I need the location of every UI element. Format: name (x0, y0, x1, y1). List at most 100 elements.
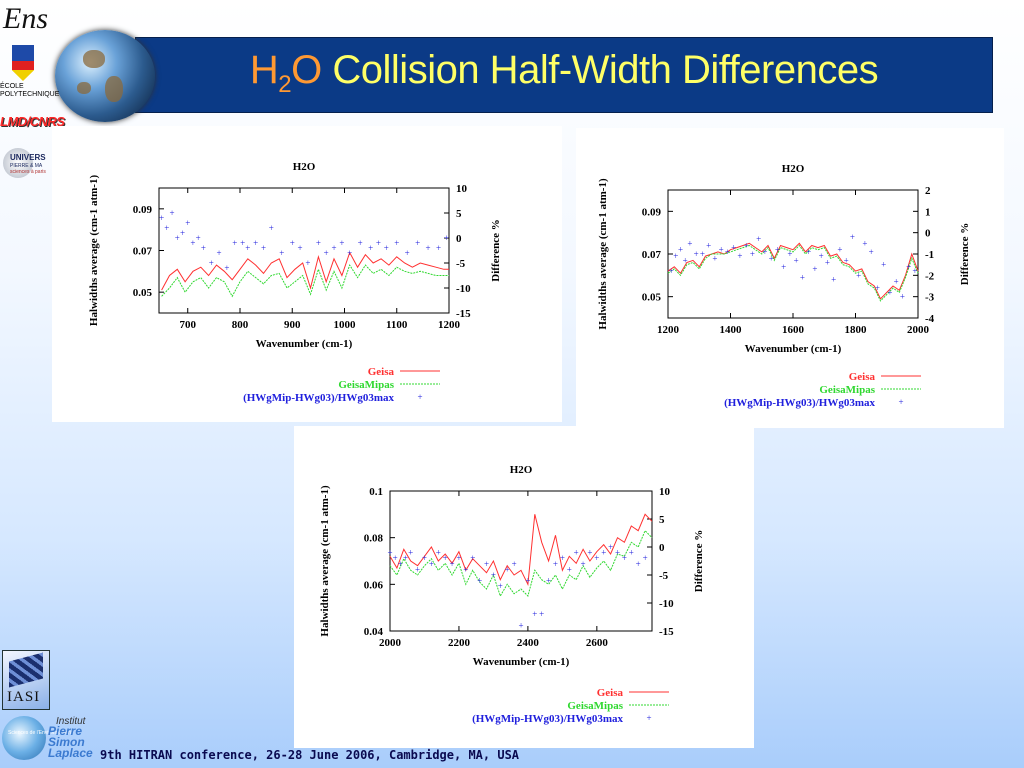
chart-2: H2O 1200 1400 1600 1800 2000 0.05 0.07 0.09 2 1 0 -1… (597, 163, 971, 409)
difference-point: + (850, 232, 855, 242)
difference-point: + (376, 238, 381, 248)
difference-point: + (731, 243, 736, 253)
difference-point: + (643, 553, 648, 563)
difference-point: + (393, 553, 398, 563)
difference-point: + (546, 576, 551, 586)
x-axis-label: Wavenumber (cm-1) (473, 656, 570, 668)
difference-point: + (906, 262, 911, 272)
x-tick-label: 1600 (782, 324, 805, 336)
polytechnique-logo: ÉCOLE POLYTECHNIQUE (0, 45, 59, 98)
legend-swatch: + (898, 397, 903, 407)
difference-point: + (669, 266, 674, 276)
difference-point: + (384, 243, 389, 253)
y-tick-label: 0.05 (642, 292, 662, 304)
difference-point: + (185, 218, 190, 228)
difference-point: + (456, 553, 461, 563)
y-tick-label: 0.07 (133, 246, 153, 258)
difference-point: + (794, 255, 799, 265)
difference-point: + (553, 559, 558, 569)
y2-axis-label: Difference % (490, 219, 502, 281)
university-logo: UNIVERS PIERRE & MA sciences à paris (0, 146, 52, 180)
ens-logo: Ens (3, 2, 48, 35)
y2-tick-label: 10 (456, 183, 468, 195)
x-tick-label: 2000 (907, 324, 930, 336)
difference-point: + (629, 548, 634, 558)
ipsl-logo: Sciences de l'Environnement Institut Pie… (2, 712, 94, 768)
lmd-cnrs-logo: LMD/CNRS (0, 114, 65, 129)
y2-axis-label: Difference % (959, 223, 971, 285)
y2-tick-label: -10 (659, 598, 674, 610)
difference-point: + (581, 559, 586, 569)
difference-point: + (594, 553, 599, 563)
x-tick-label: 1800 (845, 324, 868, 336)
difference-point: + (725, 247, 730, 257)
difference-point: + (787, 249, 792, 259)
geisamipas-series-line (667, 244, 919, 302)
chart-panel-2: H2O 1200 1400 1600 1800 2000 0.05 0.07 0.09 2 1 0 -1… (576, 128, 1004, 428)
y2-tick-label: -2 (925, 270, 935, 282)
difference-point: + (844, 255, 849, 265)
difference-point: + (894, 277, 899, 287)
y2-tick-label: 2 (925, 185, 931, 197)
difference-point: + (700, 249, 705, 259)
difference-point: + (744, 240, 749, 250)
difference-point: + (825, 258, 830, 268)
difference-point: + (862, 238, 867, 248)
difference-point: + (560, 553, 565, 563)
difference-point: + (712, 253, 717, 263)
x-tick-label: 2000 (379, 637, 402, 649)
geisamipas-series-line (389, 529, 653, 598)
difference-point: + (298, 243, 303, 253)
y-axis-label: Halwidths average (cm-1 atm-1) (88, 175, 100, 327)
x-tick-label: 1200 (657, 324, 680, 336)
legend-label: (HWgMip-HWg03)/HWg03max (472, 713, 623, 725)
x-tick-label: 700 (179, 319, 196, 331)
satellite-icon (9, 652, 43, 688)
x-tick-label: 2400 (517, 637, 540, 649)
title-text: Collision Half-Width Differences (321, 48, 879, 92)
y2-tick-label: -1 (925, 249, 934, 261)
x-tick-label: 1400 (720, 324, 743, 336)
difference-point: + (201, 243, 206, 253)
chart-title: H2O (510, 464, 533, 476)
difference-point: + (324, 248, 329, 258)
difference-point: + (615, 548, 620, 558)
legend-label: GeisaMipas (567, 700, 623, 712)
difference-point: + (261, 243, 266, 253)
difference-point: + (358, 238, 363, 248)
difference-point: + (875, 283, 880, 293)
difference-point: + (769, 253, 774, 263)
slide-title: H2O Collision Half-Width Differences (136, 48, 992, 99)
difference-point: + (196, 233, 201, 243)
difference-point: + (837, 245, 842, 255)
difference-point: + (436, 243, 441, 253)
difference-point: + (498, 581, 503, 591)
y2-axis-label: Difference % (693, 530, 705, 592)
ipsl-globe-icon (2, 716, 46, 760)
difference-point: + (269, 223, 274, 233)
y2-tick-label: -10 (456, 283, 471, 295)
legend-label: GeisaMipas (819, 384, 875, 396)
geisa-series-line (667, 242, 919, 300)
difference-point: + (450, 559, 455, 569)
iasi-logo: IASI (2, 650, 50, 710)
difference-point: + (869, 247, 874, 257)
difference-point: + (232, 238, 237, 248)
difference-point: + (443, 553, 448, 563)
difference-point: + (505, 564, 510, 574)
difference-point: + (224, 263, 229, 273)
plot-frame (389, 490, 653, 632)
difference-point: + (706, 240, 711, 250)
difference-point: + (800, 272, 805, 282)
difference-point: + (806, 247, 811, 257)
difference-point: + (190, 238, 195, 248)
legend-label: (HWgMip-HWg03)/HWg03max (724, 397, 875, 409)
difference-point: + (339, 238, 344, 248)
y-axis-label: Halwidths average (cm-1 atm-1) (597, 178, 609, 330)
difference-point: + (175, 233, 180, 243)
y2-tick-label: 5 (456, 208, 462, 220)
chart-panel-3: H2O 2000 2200 2400 2600 0.04 0.06 0.08 0.1 10 5 0 -5… (294, 426, 754, 748)
title-bar: H2O Collision Half-Width Differences (135, 37, 993, 113)
difference-point: + (316, 238, 321, 248)
difference-point: + (347, 248, 352, 258)
